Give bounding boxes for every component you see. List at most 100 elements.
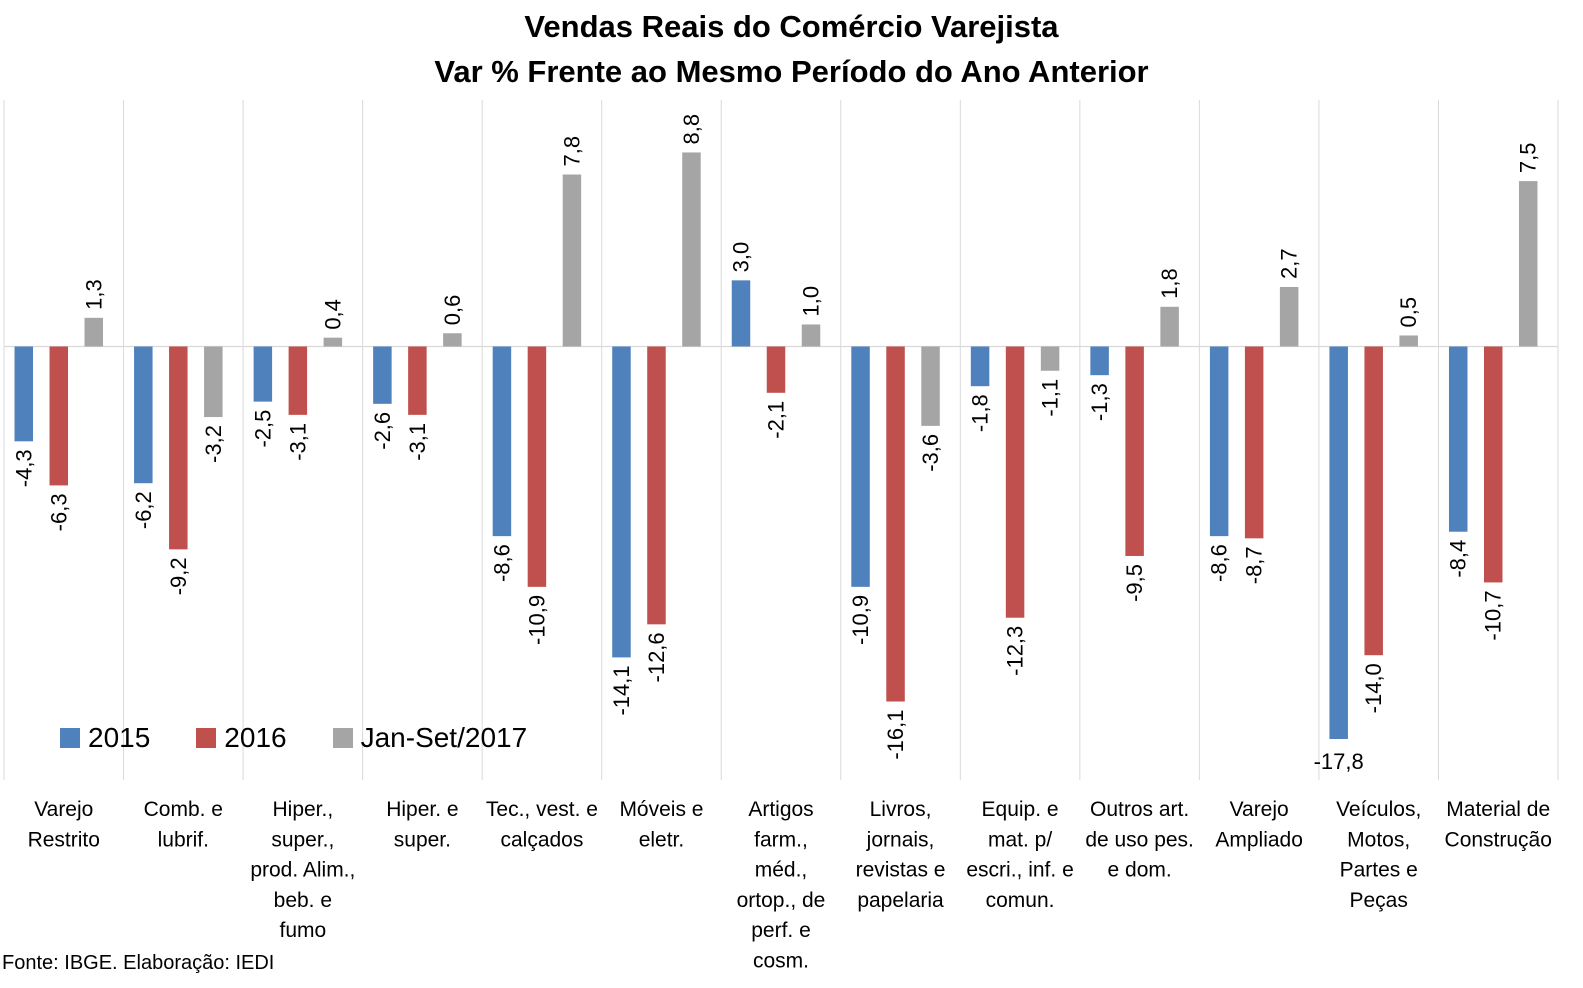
data-label: 0,6 [440,295,465,326]
data-label: -17,8 [1314,749,1364,774]
data-label: -4,3 [11,449,36,487]
data-label: -1,8 [968,394,993,432]
bar-Jan-Set/2017-7 [921,346,940,426]
category-label: Comb. e lubrif. [144,798,223,851]
chart-title: Vendas Reais do Comércio Varejista [524,9,1059,44]
data-label: -9,2 [166,557,191,595]
data-label: -2,5 [250,410,275,448]
legend-label-2017: Jan-Set/2017 [360,722,528,753]
bar-2015-0 [14,346,34,442]
data-label: 8,8 [679,114,704,145]
data-label: 1,8 [1157,268,1182,299]
legend-label-2015: 2015 [88,722,151,753]
data-label: 3,0 [729,242,754,273]
data-label: -1,1 [1038,379,1063,417]
bar-Jan-Set/2017-5 [682,152,701,347]
data-label: -3,1 [285,423,310,461]
bar-2016-10 [1244,346,1264,539]
bar-2015-9 [1090,346,1109,376]
data-label: 0,5 [1396,297,1421,328]
category-label: Veículos, Motos, Partes e Peças [1336,798,1421,912]
category-label: Varejo Ampliado [1215,798,1303,851]
category-label: Material de Construção [1445,798,1552,851]
bar-2016-2 [288,346,308,415]
chart-subtitle: Var % Frente ao Mesmo Período do Ano Ant… [434,54,1149,89]
source-note: Fonte: IBGE. Elaboração: IEDI [2,952,275,974]
bar-Jan-Set/2017-12 [1518,181,1538,347]
data-label: -8,6 [1207,544,1232,582]
category-label: Hiper. e super. [386,798,458,851]
data-label: 0,4 [320,299,345,330]
data-label: -10,9 [848,595,873,645]
bar-Jan-Set/2017-4 [562,174,582,347]
bar-Jan-Set/2017-2 [323,337,343,347]
bar-Jan-Set/2017-0 [84,317,104,347]
data-label: 7,8 [559,136,584,167]
category-label: Artigos farm., méd., ortop., de perf. e cosm. [737,798,826,973]
legend: 2015 2016 Jan-Set/2017 [60,722,573,754]
bar-2016-0 [49,346,69,486]
data-label: 1,3 [81,279,106,310]
legend-swatch-2016 [196,728,217,748]
data-label: -14,0 [1361,663,1386,713]
data-label: 2,7 [1277,248,1302,279]
data-label: 7,5 [1516,143,1541,174]
legend-item-2016: 2016 [196,722,287,754]
data-label: -8,7 [1242,546,1267,584]
bar-2016-12 [1483,346,1503,583]
category-label: Equip. e mat. p/escri., inf. e comun. [966,798,1073,912]
bar-2015-12 [1448,346,1468,532]
bar-2015-2 [253,346,273,402]
bar-Jan-Set/2017-3 [443,333,462,347]
data-label: -9,5 [1122,564,1147,602]
category-label: Varejo Restrito [28,798,100,851]
bar-2015-3 [373,346,392,404]
legend-swatch-2015 [60,728,80,748]
bar-2016-9 [1125,346,1144,556]
legend-item-2017: Jan-Set/2017 [332,722,528,754]
legend-swatch-2017 [332,728,353,748]
bar-2016-5 [647,346,666,625]
data-label: -6,2 [131,491,156,529]
data-label: -6,3 [46,493,71,531]
data-label: -2,6 [370,412,395,450]
bar-2016-11 [1364,346,1383,656]
bar-2016-6 [766,346,786,393]
data-label: -3,6 [918,434,943,472]
bar-2016-1 [169,346,188,550]
bar-2016-8 [1005,346,1025,618]
category-label: Hiper., super., prod. Alim., beb. e fumo [250,798,355,942]
bar-2015-4 [492,346,512,537]
bar-Jan-Set/2017-10 [1279,286,1299,347]
category-label: Tec., vest. e calçados [486,798,598,851]
data-label: -8,4 [1446,540,1471,578]
data-label: -10,9 [524,595,549,645]
bar-2016-7 [886,346,905,702]
category-label: Móveis e eletr. [619,798,703,851]
data-label: -14,1 [609,665,634,715]
category-label: Livros, jornais, revistas e papelaria [856,798,946,912]
bar-2015-11 [1329,346,1348,739]
bar-2016-3 [408,346,427,415]
data-label: -3,1 [405,423,430,461]
data-label: -3,2 [201,425,226,463]
data-label: -12,6 [644,632,669,682]
legend-label-2016: 2016 [224,722,287,753]
bar-Jan-Set/2017-6 [801,324,821,347]
bar-2015-8 [970,346,990,387]
bar-Jan-Set/2017-9 [1160,306,1179,347]
bar-2015-1 [134,346,153,484]
data-label: -2,1 [764,401,789,439]
bar-2015-6 [731,280,751,347]
legend-item-2015: 2015 [60,722,150,754]
data-label: -12,3 [1003,626,1028,676]
bar-2015-5 [612,346,631,658]
data-label: -8,6 [489,544,514,582]
bar-Jan-Set/2017-1 [204,346,223,418]
bar-2015-10 [1209,346,1229,537]
data-label: -1,3 [1087,383,1112,421]
bar-2015-7 [851,346,870,587]
data-label: 1,0 [799,286,824,317]
data-label: -16,1 [883,710,908,760]
